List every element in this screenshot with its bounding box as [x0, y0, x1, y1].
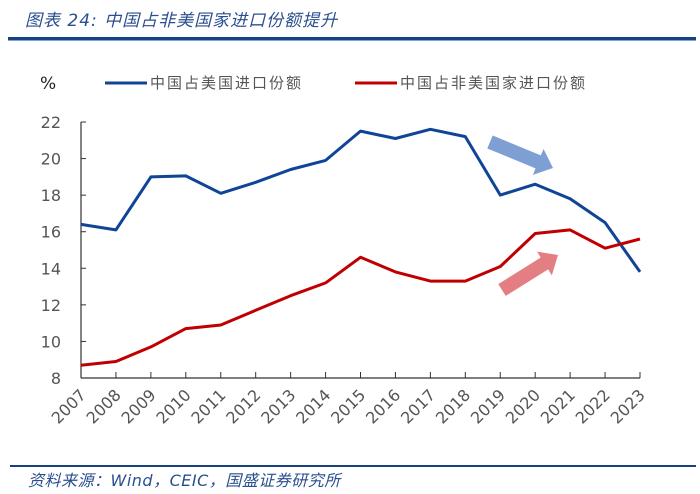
up-arrow-icon [498, 251, 558, 296]
y-tick-label: 12 [41, 296, 61, 315]
x-tick-label: 2007 [48, 385, 90, 427]
x-tick-label: 2015 [327, 385, 369, 427]
x-tick-label: 2009 [117, 385, 159, 427]
y-tick-label: 8 [51, 369, 61, 388]
x-tick-label: 2018 [432, 385, 474, 427]
y-tick-label: 22 [41, 113, 61, 132]
down-arrow-icon [487, 135, 553, 175]
chart-series [80, 127, 642, 367]
chart-axes: 8101214161820222007200820092010201120122… [40, 74, 649, 428]
title-text: 中国占非美国家进口份额提升 [104, 11, 339, 31]
trend-arrows [487, 135, 558, 296]
source-note: 资料来源：Wind，CEIC，国盛证券研究所 [28, 467, 341, 491]
y-tick-label: 16 [41, 223, 61, 242]
title-number: 24: [67, 11, 98, 31]
y-tick-label: 20 [41, 150, 61, 169]
legend-label: 中国占美国进口份额 [150, 74, 303, 92]
x-tick-label: 2020 [502, 385, 544, 427]
y-tick-label: 14 [41, 259, 61, 278]
x-tick-label: 2014 [292, 385, 334, 427]
x-tick-label: 2023 [607, 385, 649, 427]
chart-legend: 中国占美国进口份额 中国占非美国家进口份额 [105, 74, 587, 92]
x-tick-label: 2010 [152, 385, 194, 427]
y-unit-label: % [40, 74, 56, 94]
footer-divider [10, 465, 696, 467]
x-tick-label: 2021 [537, 385, 579, 427]
source-suffix: 国盛证券研究所 [225, 471, 341, 490]
x-tick-label: 2017 [397, 385, 439, 427]
legend-label: 中国占非美国家进口份额 [400, 74, 587, 92]
title-prefix: 图表 [25, 11, 61, 31]
data-line [80, 228, 641, 367]
x-tick-label: 2019 [467, 385, 509, 427]
y-tick-label: 18 [41, 186, 61, 205]
source-prefix: 资料来源： [28, 471, 111, 490]
x-tick-label: 2011 [187, 385, 229, 427]
x-tick-label: 2022 [572, 385, 614, 427]
x-tick-label: 2008 [83, 385, 125, 427]
source-latin: Wind，CEIC， [110, 471, 226, 490]
x-tick-label: 2012 [222, 385, 264, 427]
y-tick-label: 10 [41, 332, 61, 351]
header-divider [8, 37, 696, 41]
x-tick-label: 2013 [257, 385, 299, 427]
x-tick-label: 2016 [362, 385, 404, 427]
chart-title: 图表 24: 中国占非美国家进口份额提升 [25, 6, 338, 31]
data-line [80, 127, 642, 273]
